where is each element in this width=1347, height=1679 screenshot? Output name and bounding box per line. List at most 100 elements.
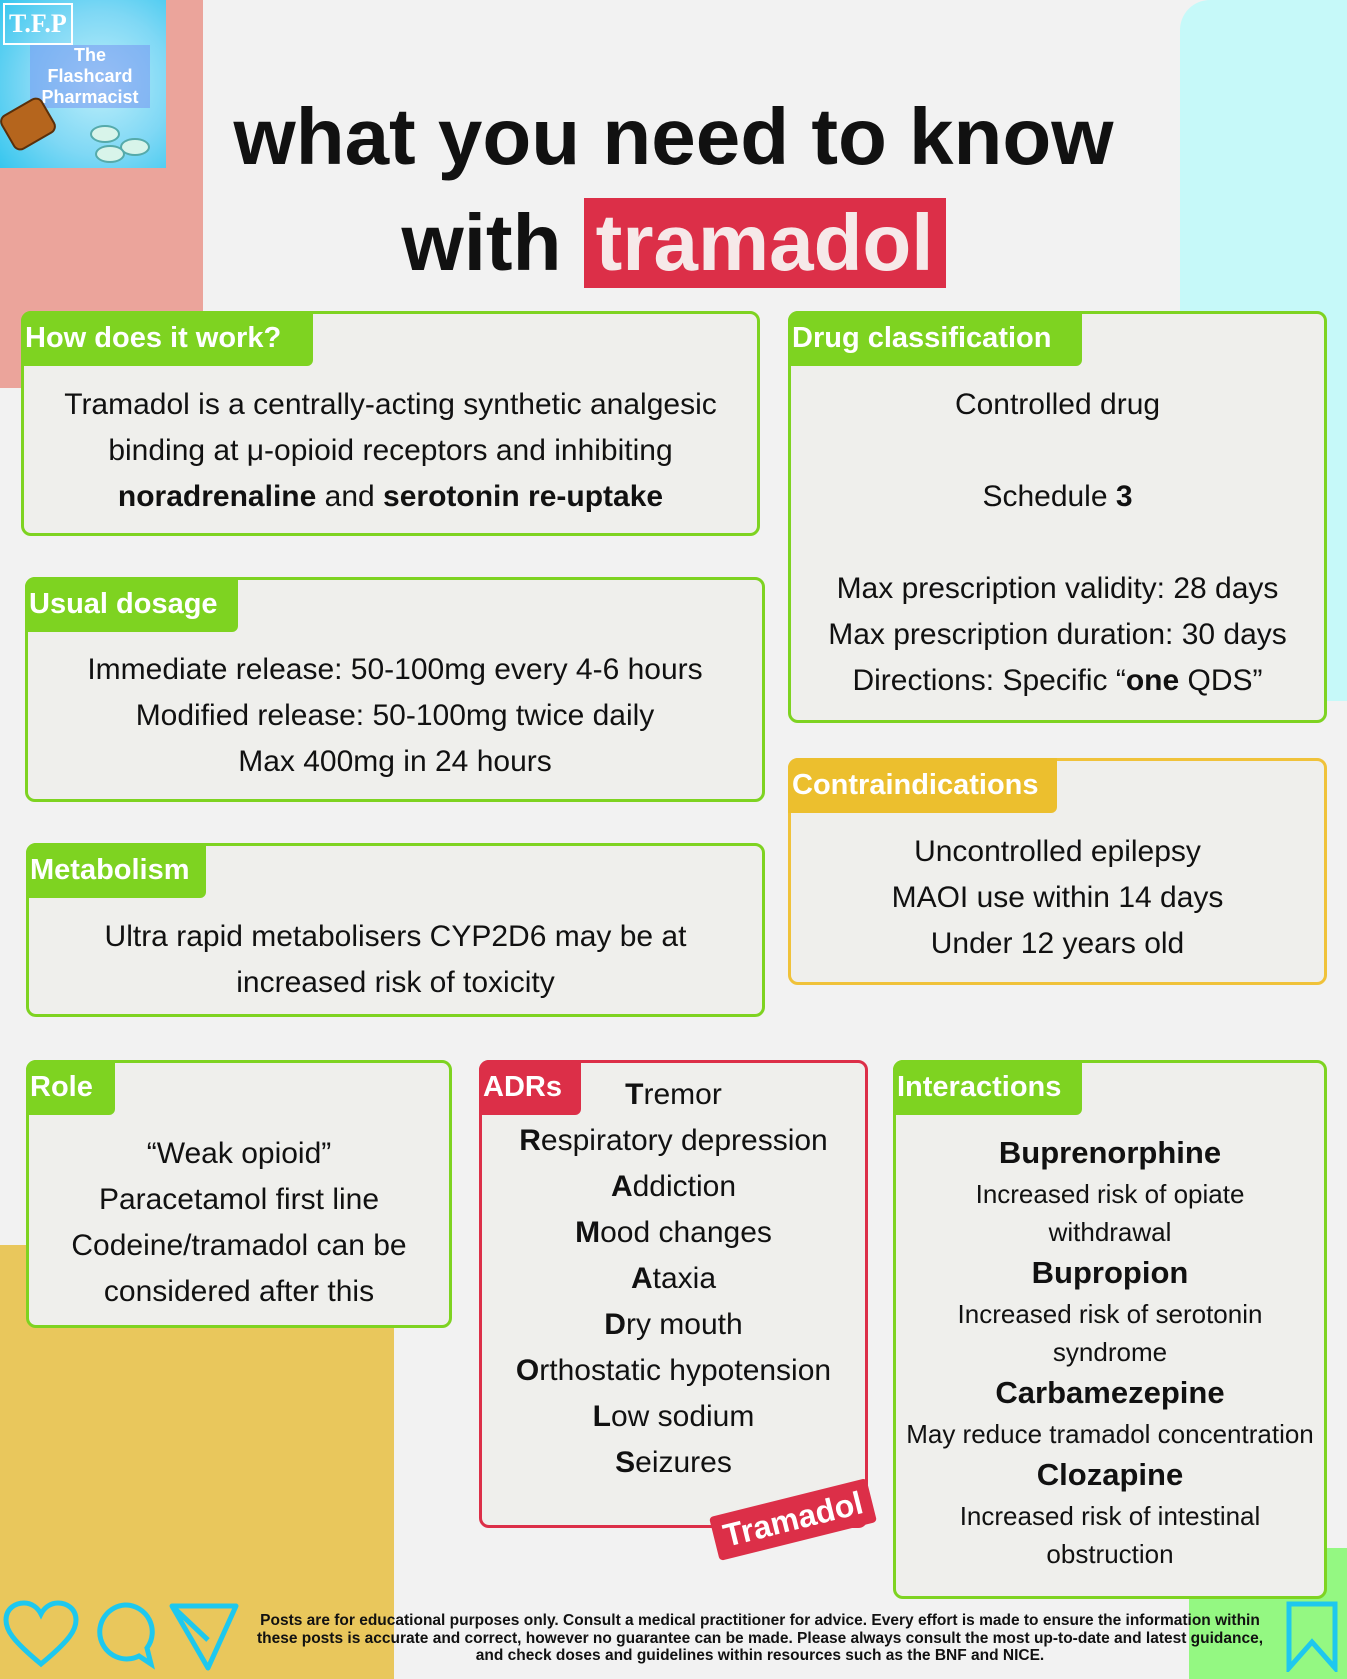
role-line: Paracetamol first line [98,1183,380,1216]
card-label: ADRs [479,1060,581,1115]
adr-initial: S [615,1446,636,1479]
interaction-note: obstruction [1046,1539,1174,1569]
metabolism-line: increased risk of toxicity [236,966,555,999]
card-label: How does it work? [21,311,313,366]
controlled-drug: Controlled drug [954,388,1161,421]
interaction-drug: Clozapine [1036,1457,1184,1492]
role-text: “Weak opioid” Paracetamol first line Cod… [29,1131,449,1315]
adr-initial: M [575,1216,601,1249]
role-line: Codeine/tramadol can be [71,1229,407,1262]
page-title-line2: with tramadol [0,198,1347,288]
logo-name: The Flashcard Pharmacist [30,45,150,108]
duration: Max prescription duration: 30 days [828,618,1287,651]
schedule: Schedule 3 [982,480,1133,513]
tablet-icon [90,125,120,143]
adr-initial: T [625,1078,644,1111]
contraindications-card: Contraindications Uncontrolled epilepsy … [788,758,1327,985]
disclaimer: Posts are for educational purposes only.… [256,1612,1264,1664]
how-line: noradrenaline and serotonin re-uptake [24,474,757,520]
how-it-works-text: Tramadol is a centrally-acting synthetic… [24,382,757,520]
adr-item: Tremor [482,1072,865,1118]
adr-initial: A [610,1170,633,1203]
contraindications-text: Uncontrolled epilepsy MAOI use within 14… [791,829,1324,967]
adrs-card: ADRs Tremor Respiratory depression Addicti… [479,1060,868,1528]
interactions-list: Buprenorphine Increased risk of opiate wit… [896,1131,1324,1573]
interaction-note: Increased risk of intestinal [959,1501,1261,1531]
adr-initial: D [604,1308,626,1341]
adr-rest: ry mouth [625,1308,743,1341]
text-segment: binding at μ-opioid receptors and inhibi… [108,434,673,467]
card-label: Role [26,1060,115,1115]
comment-icon[interactable] [93,1600,157,1670]
card-label: Contraindications [788,758,1057,813]
directions: Directions: Specific “one QDS” [852,664,1263,697]
role-card: Role “Weak opioid” Paracetamol first lin… [26,1060,452,1328]
adr-initial: O [515,1354,540,1387]
usual-dosage-card: Usual dosage Immediate release: 50-100mg… [25,577,765,802]
dosage-text: Immediate release: 50-100mg every 4-6 ho… [28,647,762,785]
drug-classification-card: Drug classification Controlled drug Sche… [788,311,1327,723]
validity: Max prescription validity: 28 days [836,572,1279,605]
role-line: “Weak opioid” [146,1137,332,1170]
adr-rest: remor [643,1078,722,1111]
interaction-drug: Bupropion [1031,1255,1189,1290]
adr-item: Low sodium [482,1394,865,1440]
logo-initials: T.F.P [3,3,73,45]
metabolism-text: Ultra rapid metabolisers CYP2D6 may be a… [29,914,762,1006]
dosage-line: Modified release: 50-100mg twice daily [135,699,655,732]
adr-rest: taxia [652,1262,717,1295]
interaction-note: syndrome [1052,1337,1168,1367]
adr-rest: ow sodium [610,1400,755,1433]
adr-rest: ddiction [632,1170,737,1203]
adrs-list: Tremor Respiratory depression Addiction Moo… [482,1072,865,1486]
dosage-line: Immediate release: 50-100mg every 4-6 ho… [87,653,703,686]
metabolism-card: Metabolism Ultra rapid metabolisers CYP2… [26,843,765,1017]
logo: T.F.P The Flashcard Pharmacist [0,0,166,168]
text-segment: Tramadol is a centrally-acting synthetic… [64,388,717,421]
adr-initial: L [592,1400,611,1433]
how-line: Tramadol is a centrally-acting synthetic… [24,382,757,428]
title-with: with [401,198,562,287]
adr-rest: ood changes [600,1216,772,1249]
card-label: Drug classification [788,311,1082,366]
adr-item: Mood changes [482,1210,865,1256]
adr-rest: espiratory depression [540,1124,828,1157]
card-label: Metabolism [26,843,206,898]
metabolism-line: Ultra rapid metabolisers CYP2D6 may be a… [104,920,687,953]
how-it-works-card: How does it work? Tramadol is a centrall… [21,311,760,536]
role-line: considered after this [103,1275,375,1308]
interaction-drug: Carbamezepine [995,1375,1225,1410]
how-line: binding at μ-opioid receptors and inhibi… [24,428,757,474]
adr-item: Addiction [482,1164,865,1210]
adr-item: Orthostatic hypotension [482,1348,865,1394]
interaction-note: Increased risk of opiate [975,1179,1245,1209]
adr-item: Dry mouth [482,1302,865,1348]
tablet-icon [95,145,125,163]
bookmark-icon[interactable] [1285,1600,1339,1672]
interaction-note: Increased risk of serotonin [957,1299,1263,1329]
card-label: Usual dosage [25,577,238,632]
interactions-card: Interactions Buprenorphine Increased risk… [893,1060,1327,1599]
title-drug-highlight: tramadol [583,198,946,288]
contra-line: Uncontrolled epilepsy [914,835,1201,868]
adr-item: Seizures [482,1440,865,1486]
text-segment: and [316,480,384,513]
adr-item: Ataxia [482,1256,865,1302]
contra-line: Under 12 years old [930,927,1185,960]
adr-initial: A [630,1262,653,1295]
interaction-note: May reduce tramadol concentration [906,1419,1314,1449]
dosage-line: Max 400mg in 24 hours [238,745,552,778]
adr-initial: R [519,1124,541,1157]
text-segment: noradrenaline [117,480,317,513]
interaction-drug: Buprenorphine [998,1135,1222,1170]
heart-icon[interactable] [2,1600,80,1670]
classification-text: Controlled drug Schedule 3 Max prescript… [791,382,1324,704]
card-label: Interactions [893,1060,1082,1115]
adr-item: Respiratory depression [482,1118,865,1164]
page-title-line1: what you need to know [233,92,1114,181]
send-icon[interactable] [168,1600,240,1672]
text-segment: serotonin re-uptake [383,480,664,513]
contra-line: MAOI use within 14 days [891,881,1224,914]
adr-rest: eizures [635,1446,732,1479]
interaction-note: withdrawal [1048,1217,1172,1247]
